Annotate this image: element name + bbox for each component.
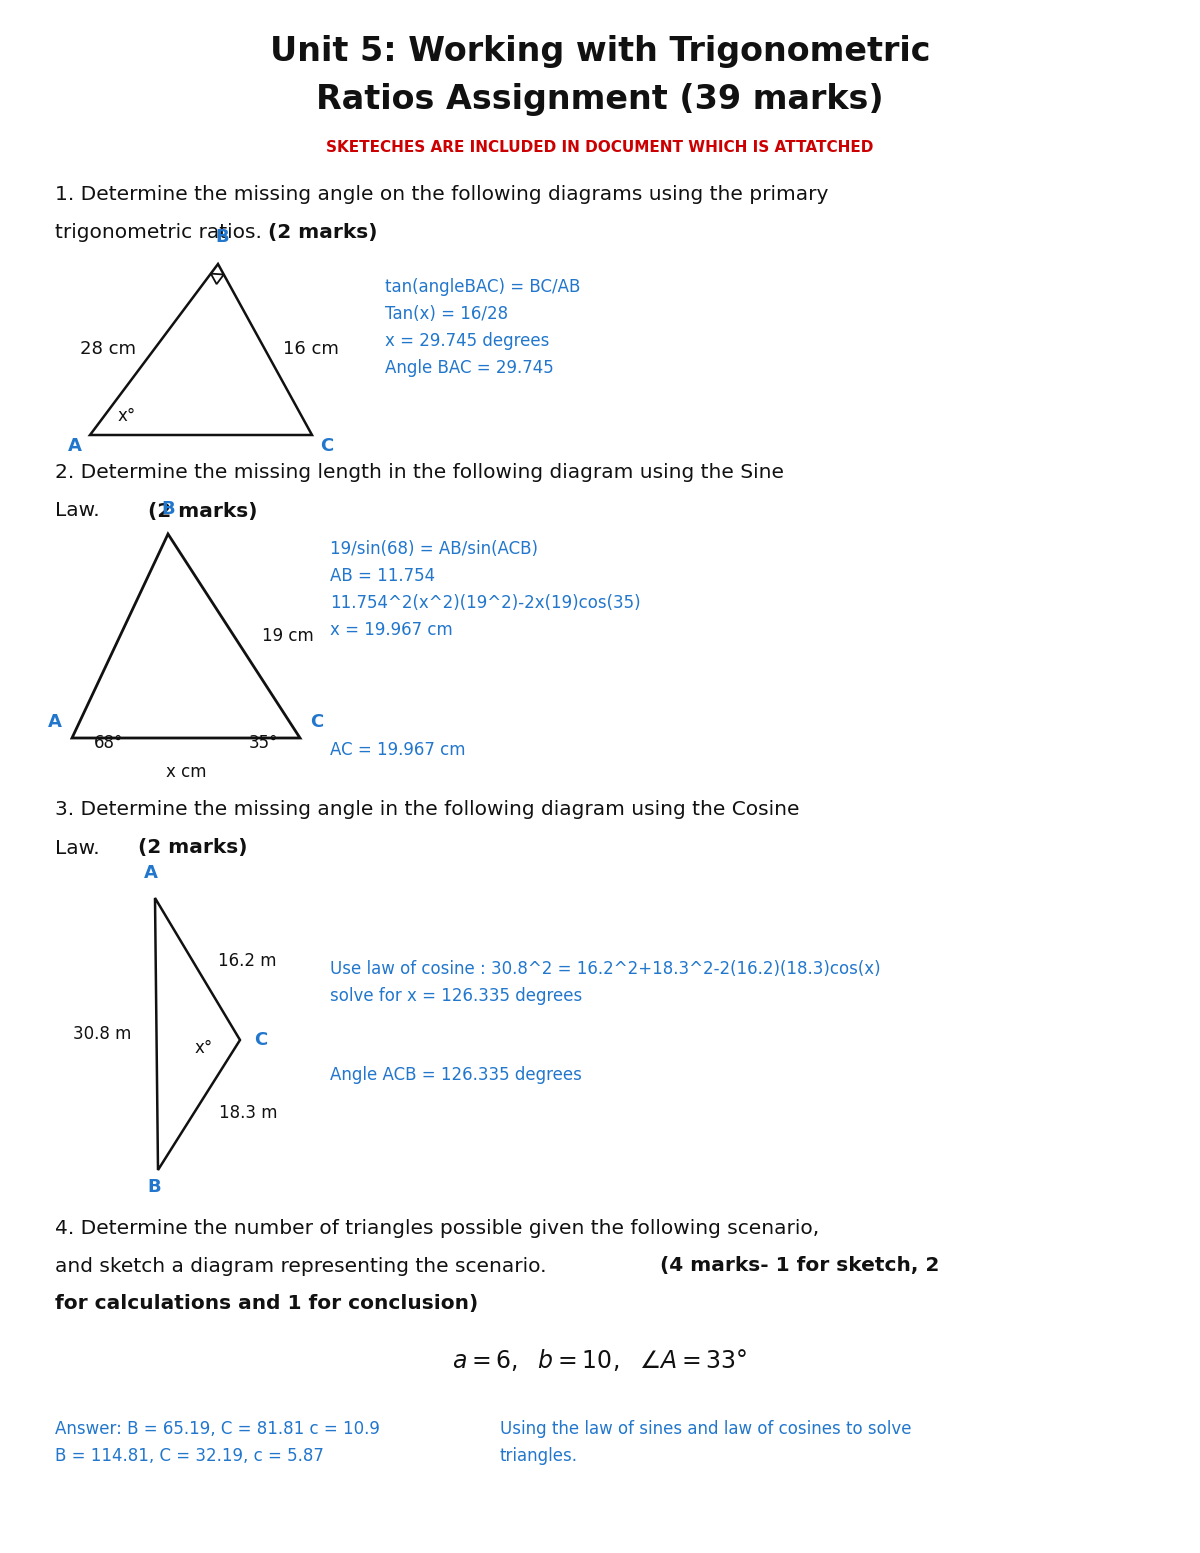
Text: x cm: x cm	[166, 763, 206, 781]
Text: 19 cm: 19 cm	[262, 627, 313, 644]
Text: and sketch a diagram representing the scenario.: and sketch a diagram representing the sc…	[55, 1256, 546, 1275]
Text: 18.3 m: 18.3 m	[220, 1104, 277, 1121]
Text: 3. Determine the missing angle in the following diagram using the Cosine: 3. Determine the missing angle in the fo…	[55, 800, 799, 820]
Text: Answer: B = 65.19, C = 81.81 c = 10.9
B = 114.81, C = 32.19, c = 5.87: Answer: B = 65.19, C = 81.81 c = 10.9 B …	[55, 1419, 380, 1464]
Text: x°: x°	[118, 407, 137, 426]
Text: 19/sin(68) = AB/sin(ACB)
AB = 11.754
11.754^2(x^2)(19^2)-2x(19)cos(35)
x = 19.96: 19/sin(68) = AB/sin(ACB) AB = 11.754 11.…	[330, 540, 641, 640]
Text: C: C	[320, 436, 334, 455]
Text: Use law of cosine : 30.8^2 = 16.2^2+18.3^2-2(16.2)(18.3)cos(x)
solve for x = 126: Use law of cosine : 30.8^2 = 16.2^2+18.3…	[330, 960, 881, 1005]
Text: 30.8 m: 30.8 m	[73, 1025, 132, 1044]
Text: 68°: 68°	[94, 735, 124, 752]
Text: AC = 19.967 cm: AC = 19.967 cm	[330, 741, 466, 759]
Text: trigonometric ratios.: trigonometric ratios.	[55, 224, 269, 242]
Text: A: A	[144, 863, 158, 882]
Text: Using the law of sines and law of cosines to solve
triangles.: Using the law of sines and law of cosine…	[500, 1419, 912, 1464]
Text: C: C	[310, 713, 323, 731]
Text: 2. Determine the missing length in the following diagram using the Sine: 2. Determine the missing length in the f…	[55, 463, 784, 483]
Text: tan(angleBAC) = BC/AB
Tan(x) = 16/28
x = 29.745 degrees
Angle BAC = 29.745: tan(angleBAC) = BC/AB Tan(x) = 16/28 x =…	[385, 278, 581, 377]
Text: (2 marks): (2 marks)	[138, 839, 247, 857]
Text: (2 marks): (2 marks)	[148, 502, 258, 520]
Text: A: A	[48, 713, 62, 731]
Text: 35°: 35°	[248, 735, 278, 752]
Text: for calculations and 1 for conclusion): for calculations and 1 for conclusion)	[55, 1295, 479, 1314]
Text: A: A	[68, 436, 82, 455]
Text: SKETECHES ARE INCLUDED IN DOCUMENT WHICH IS ATTATCHED: SKETECHES ARE INCLUDED IN DOCUMENT WHICH…	[326, 140, 874, 154]
Text: 16.2 m: 16.2 m	[217, 952, 276, 971]
Text: 1. Determine the missing angle on the following diagrams using the primary: 1. Determine the missing angle on the fo…	[55, 185, 828, 205]
Text: Ratios Assignment (39 marks): Ratios Assignment (39 marks)	[316, 84, 884, 116]
Text: B: B	[215, 228, 229, 245]
Text: B: B	[148, 1179, 161, 1196]
Text: (2 marks): (2 marks)	[268, 224, 378, 242]
Text: C: C	[254, 1031, 268, 1048]
Text: $a = 6,\ \ b = 10,\ \ \angle A = 33°$: $a = 6,\ \ b = 10,\ \ \angle A = 33°$	[452, 1346, 748, 1373]
Text: (4 marks- 1 for sketch, 2: (4 marks- 1 for sketch, 2	[660, 1256, 940, 1275]
Text: Unit 5: Working with Trigonometric: Unit 5: Working with Trigonometric	[270, 36, 930, 68]
Text: Law.: Law.	[55, 502, 106, 520]
Text: Law.: Law.	[55, 839, 106, 857]
Text: 28 cm: 28 cm	[80, 340, 136, 359]
Text: x°: x°	[194, 1039, 214, 1058]
Text: B: B	[161, 500, 175, 519]
Text: 16 cm: 16 cm	[283, 340, 338, 359]
Text: Angle ACB = 126.335 degrees: Angle ACB = 126.335 degrees	[330, 1065, 582, 1084]
Text: 4. Determine the number of triangles possible given the following scenario,: 4. Determine the number of triangles pos…	[55, 1219, 820, 1238]
